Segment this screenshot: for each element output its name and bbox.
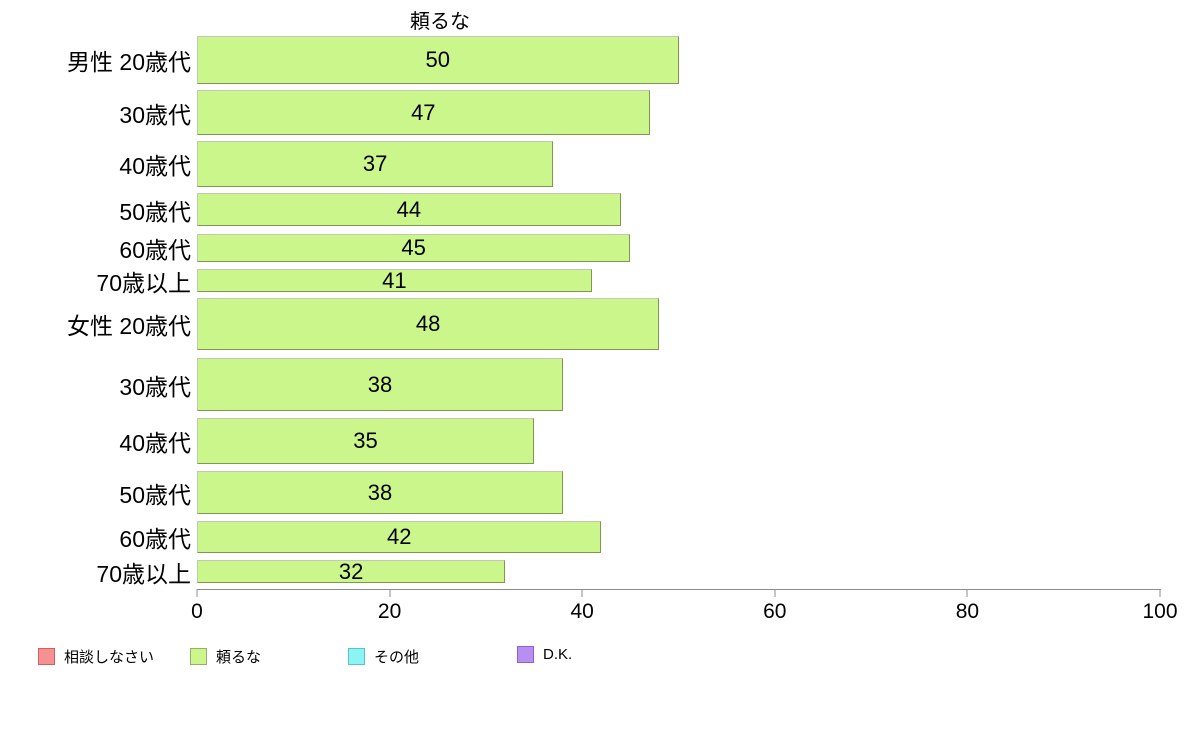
bar: 44 — [197, 193, 621, 226]
category-label: 男性 20歳代 — [67, 49, 191, 75]
bar-value-label: 50 — [425, 47, 450, 72]
bar-value-label: 38 — [367, 371, 393, 397]
bar-value-label: 44 — [396, 196, 422, 222]
category-label: 60歳代 — [119, 526, 191, 552]
x-axis-tick — [774, 589, 776, 597]
legend-label: 相談しなさい — [64, 649, 155, 666]
bar: 50 — [197, 36, 679, 84]
bar: 47 — [197, 90, 650, 135]
x-axis-tick — [196, 589, 198, 597]
bar: 37 — [197, 141, 554, 187]
x-axis-tick-label: 40 — [570, 600, 594, 623]
legend-swatch-icon — [348, 648, 365, 665]
category-label: 70歳以上 — [96, 560, 191, 587]
bar: 35 — [197, 418, 535, 464]
category-label: 女性 20歳代 — [67, 313, 191, 339]
category-label: 60歳代 — [119, 237, 191, 263]
legend-item: 頼るな — [190, 646, 261, 667]
category-label: 50歳代 — [119, 198, 191, 225]
x-axis-tick-label: 80 — [955, 600, 980, 623]
x-axis-tick — [966, 589, 968, 597]
category-label: 30歳代 — [119, 373, 191, 400]
x-axis-tick-label: 0 — [191, 600, 203, 623]
chart-title: 頼るな — [410, 11, 470, 33]
x-axis-tick — [389, 589, 391, 597]
legend-item: D.K. — [517, 646, 572, 663]
x-axis-tick — [1159, 589, 1161, 597]
bar: 38 — [197, 471, 563, 514]
legend-item: 相談しなさい — [38, 646, 154, 667]
legend-item: その他 — [348, 646, 419, 667]
bar-value-label: 47 — [411, 99, 436, 125]
bar-value-label: 41 — [382, 267, 407, 293]
x-axis-tick-label: 20 — [377, 600, 402, 623]
legend-swatch-icon — [190, 648, 207, 665]
bar-value-label: 35 — [353, 428, 378, 453]
bar-value-label: 48 — [415, 311, 441, 336]
bar-value-label: 38 — [367, 479, 393, 505]
bar-value-label: 37 — [362, 151, 388, 176]
category-label: 70歳以上 — [96, 269, 191, 296]
legend-swatch-icon — [38, 648, 55, 665]
x-axis-tick-label: 60 — [763, 600, 787, 623]
category-label: 40歳代 — [119, 430, 191, 456]
legend-label: その他 — [374, 649, 420, 666]
bar: 32 — [197, 558, 506, 584]
x-axis-line — [197, 589, 1161, 590]
bar: 38 — [197, 358, 563, 411]
bar: 48 — [197, 298, 660, 350]
legend-label: D.K. — [543, 646, 573, 663]
category-label: 30歳代 — [119, 101, 191, 128]
bar: 42 — [197, 521, 602, 553]
bar-value-label: 45 — [401, 235, 426, 260]
bar-value-label: 42 — [386, 524, 412, 549]
bar-value-label: 32 — [338, 558, 364, 584]
legend-label: 頼るな — [216, 649, 262, 666]
category-label: 50歳代 — [119, 481, 191, 508]
category-label: 40歳代 — [119, 153, 191, 179]
x-axis-tick-label: 100 — [1142, 600, 1178, 623]
bar: 45 — [197, 234, 631, 262]
legend-swatch-icon — [517, 646, 534, 663]
x-axis-tick — [581, 589, 583, 597]
bar: 41 — [197, 267, 592, 293]
